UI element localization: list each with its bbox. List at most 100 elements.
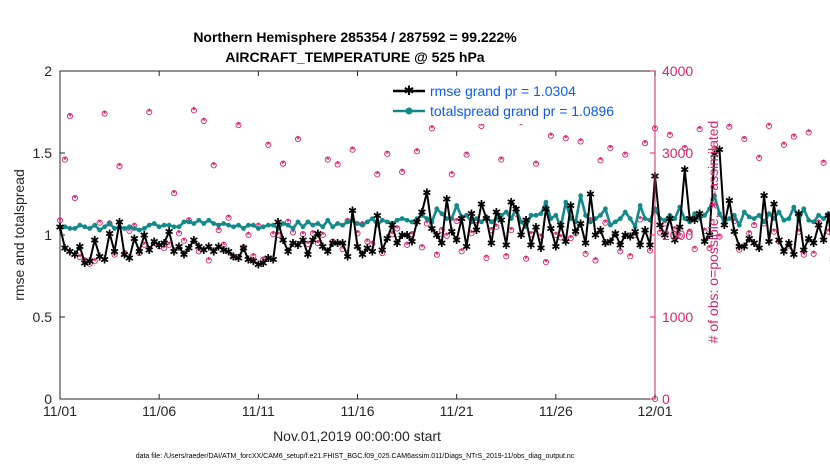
- totalspread-point: [181, 219, 187, 225]
- y-left-tick-label: 0.5: [33, 309, 53, 325]
- obs-assimilated-point: *: [817, 218, 821, 228]
- obs-assimilated-point: *: [440, 225, 444, 235]
- totalspread-point: [617, 216, 623, 222]
- totalspread-point: [538, 211, 544, 217]
- totalspread-point: [112, 226, 117, 231]
- totalspread-point: [404, 217, 410, 223]
- rmse-point: ✱: [55, 222, 64, 234]
- obs-assimilated-point: *: [262, 255, 266, 265]
- totalspread-point: [265, 222, 271, 228]
- obs-assimilated-point: *: [604, 218, 608, 228]
- obs-possible-point: [646, 247, 654, 254]
- totalspread-point: [588, 219, 593, 225]
- obs-assimilated-point: *: [544, 257, 548, 267]
- obs-assimilated-point: *: [767, 121, 771, 131]
- obs-assimilated-point: *: [410, 229, 414, 239]
- totalspread-point: [131, 226, 137, 231]
- obs-possible-point: [810, 250, 817, 257]
- totalspread-point: [97, 227, 103, 233]
- obs-assimilated-point: *: [138, 248, 142, 258]
- totalspread-point: [330, 224, 336, 230]
- rmse-point: ✱: [824, 210, 830, 222]
- obs-assimilated-point: *: [554, 230, 558, 240]
- obs-assimilated-point: *: [500, 155, 504, 165]
- rmse-point: ✱: [199, 245, 208, 257]
- obs-assimilated-point: *: [559, 233, 563, 243]
- obs-assimilated-point: *: [668, 130, 672, 140]
- rmse-point: ✱: [412, 217, 421, 229]
- obs-assimilated-point: *: [311, 229, 315, 239]
- obs-assimilated-point: *: [480, 121, 484, 131]
- data-file-footnote: data file: /Users/raeder/DAI/ATM_forcXX/…: [136, 453, 575, 460]
- rmse-point: ✱: [437, 238, 446, 250]
- rmse-point: ✱: [730, 227, 739, 239]
- totalspread-point: [176, 224, 182, 230]
- y-right-tick-label: 1000: [662, 309, 693, 325]
- rmse-point: ✱: [100, 255, 109, 267]
- obs-assimilated-point: *: [752, 220, 756, 230]
- obs-possible-point: [696, 126, 703, 133]
- rmse-point: ✱: [368, 246, 377, 258]
- obs-assimilated-point: *: [450, 170, 454, 180]
- y-right-tick-label: 0: [662, 391, 670, 407]
- obs-assimilated-point: *: [460, 247, 464, 257]
- totalspread-point: [662, 217, 668, 223]
- obs-assimilated-point: *: [430, 124, 434, 134]
- rmse-point: ✱: [526, 240, 535, 252]
- obs-possible-point: [250, 253, 257, 260]
- obs-possible-point: [443, 232, 450, 239]
- rmse-point: ✱: [715, 145, 724, 157]
- totalspread-point: [216, 222, 222, 228]
- rmse-point: ✱: [621, 230, 630, 242]
- obs-possible-point: [741, 136, 748, 143]
- obs-assimilated-point: *: [509, 225, 513, 235]
- rmse-point: ✱: [60, 243, 69, 255]
- obs-assimilated-point: *: [733, 216, 737, 226]
- totalspread-point: [583, 212, 588, 218]
- obs-possible-point: [294, 136, 302, 143]
- obs-assimilated-point: *: [276, 230, 280, 240]
- rmse-point: ✱: [794, 209, 803, 221]
- totalspread-point: [811, 219, 817, 225]
- totalspread-point: [642, 216, 648, 222]
- totalspread-point: [345, 219, 350, 225]
- rmse-point: ✱: [224, 246, 233, 258]
- obs-possible-point: [691, 245, 698, 252]
- rmse-point: ✱: [239, 243, 248, 255]
- rmse-point: ✱: [145, 245, 154, 257]
- rmse-point: ✱: [160, 238, 169, 250]
- obs-assimilated-point: *: [385, 149, 389, 159]
- obs-possible-point: [800, 251, 807, 258]
- obs-assimilated-point: *: [143, 240, 147, 250]
- totalspread-point: [637, 203, 643, 208]
- obs-assimilated-point: *: [797, 227, 801, 237]
- obs-assimilated-point: *: [237, 120, 241, 130]
- totalspread-point: [598, 212, 603, 218]
- obs-possible-point: [463, 151, 470, 158]
- obs-assimilated-point: *: [485, 253, 489, 263]
- rmse-point: ✱: [135, 246, 144, 258]
- rmse-point: ✱: [774, 235, 783, 247]
- totalspread-point: [766, 211, 772, 217]
- totalspread-point: [736, 222, 742, 228]
- rmse-point: ✱: [541, 204, 550, 216]
- totalspread-point: [146, 222, 152, 228]
- rmse-point: ✱: [115, 217, 124, 229]
- totalspread-point: [533, 212, 539, 218]
- obs-assimilated-point: *: [534, 159, 538, 169]
- obs-assimilated-point: *: [336, 160, 340, 170]
- obs-assimilated-point: *: [351, 145, 355, 155]
- rmse-point: ✱: [611, 228, 620, 240]
- obs-assimilated-point: *: [252, 252, 256, 262]
- totalspread-point: [806, 217, 812, 223]
- obs-possible-point: [627, 253, 634, 260]
- obs-assimilated-point: *: [326, 155, 330, 165]
- obs-assimilated-point: *: [286, 217, 290, 227]
- totalspread-point: [310, 222, 316, 228]
- obs-possible-point: [220, 241, 227, 248]
- obs-assimilated-point: *: [693, 244, 697, 254]
- obs-possible-point: [483, 254, 490, 262]
- obs-assimilated-point: *: [271, 229, 275, 239]
- obs-assimilated-point: *: [415, 147, 419, 157]
- rmse-line: [59, 148, 830, 266]
